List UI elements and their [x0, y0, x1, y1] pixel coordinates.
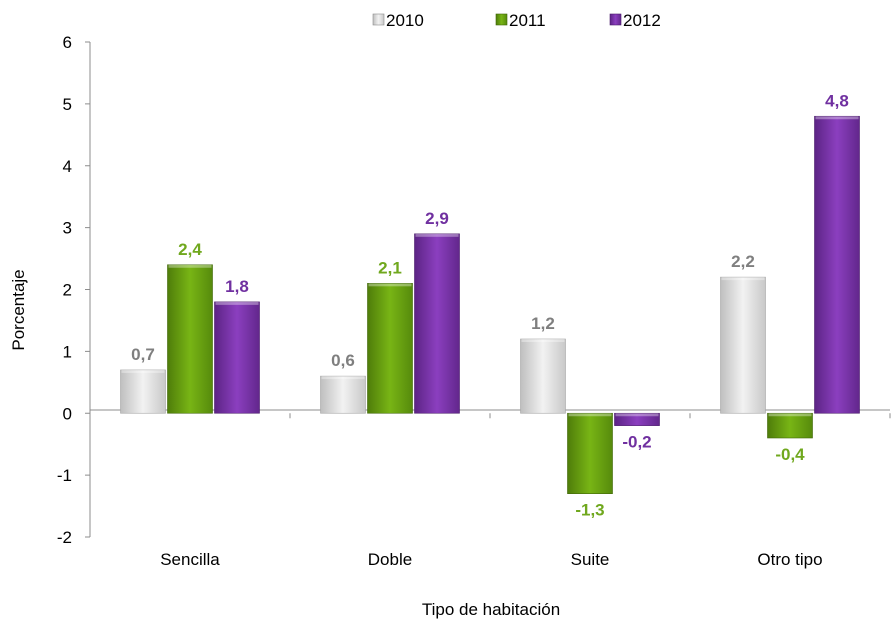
- data-label-2011: -0,4: [775, 445, 805, 464]
- y-axis-ticks: 6 5 4 3 2 1 0 -1 -2: [57, 33, 90, 547]
- legend-label-2012: 2012: [623, 11, 661, 30]
- legend-item-2011: 2011: [495, 11, 546, 30]
- y-tick-label: 5: [63, 95, 72, 114]
- y-tick-label: -2: [57, 528, 72, 547]
- bar-2012-doble: [414, 233, 460, 414]
- bar-highlight: [615, 413, 659, 417]
- data-label-2012: 2,9: [425, 209, 449, 228]
- x-axis-ticks: Sencilla Doble Suite Otro tipo: [89, 413, 891, 569]
- bar-2011-sencilla: [167, 264, 213, 414]
- bar-highlight: [121, 369, 165, 373]
- data-label-2012: -0,2: [622, 433, 651, 452]
- x-tick-label: Otro tipo: [757, 550, 822, 569]
- y-tick-label: 6: [63, 33, 72, 52]
- data-label-2011: -1,3: [575, 501, 604, 520]
- y-tick-label: -1: [57, 466, 72, 485]
- y-axis-title: Porcentaje: [9, 269, 28, 350]
- bar-2010-doble: [320, 375, 366, 414]
- legend-label-2011: 2011: [509, 11, 546, 30]
- x-axis-title: Tipo de habitación: [422, 600, 560, 619]
- data-label-2010: 0,7: [131, 345, 155, 364]
- legend-item-2012: 2012: [609, 11, 661, 30]
- bar-2010-suite: [520, 338, 566, 414]
- x-tick-label: Sencilla: [160, 550, 220, 569]
- data-labels: 0,7 2,4 1,8 0,6 2,1 2,9 1,2 -1,3 -0,2 2,2 -0,4 4,8: [131, 91, 849, 519]
- data-label-2010: 0,6: [331, 351, 355, 370]
- bar-highlight: [321, 376, 365, 380]
- x-tick-label: Doble: [368, 550, 412, 569]
- data-label-2012: 4,8: [825, 91, 849, 110]
- y-tick-label: 1: [63, 342, 72, 361]
- bar-highlight: [768, 413, 812, 417]
- legend-label-2010: 2010: [386, 11, 424, 30]
- legend-swatch-2011: [495, 13, 508, 26]
- bars: [120, 115, 860, 494]
- legend-item-2010: 2010: [372, 11, 424, 30]
- bar-highlight: [215, 301, 259, 305]
- bar-highlight: [815, 116, 859, 120]
- bar-highlight: [521, 339, 565, 342]
- data-label-2010: 1,2: [531, 314, 555, 333]
- bar-highlight: [721, 277, 765, 281]
- bar-2011-suite: [567, 412, 613, 494]
- y-tick-label: 3: [63, 219, 72, 238]
- legend: 2010 2011 2012: [372, 11, 661, 30]
- bar-2012-otro-tipo: [814, 115, 860, 414]
- bar-highlight: [568, 413, 612, 417]
- bar-2011-doble: [367, 283, 413, 414]
- data-label-2012: 1,8: [225, 277, 249, 296]
- bar-highlight: [168, 264, 212, 268]
- legend-swatch-2010: [372, 13, 385, 26]
- bar-highlight: [368, 283, 412, 287]
- y-tick-label: 0: [63, 404, 72, 423]
- x-tick-label: Suite: [571, 550, 610, 569]
- bar-2011-otro-tipo: [767, 412, 813, 439]
- data-label-2010: 2,2: [731, 252, 755, 271]
- legend-swatch-2012: [609, 13, 622, 26]
- bar-highlight: [415, 233, 459, 237]
- data-label-2011: 2,4: [178, 240, 202, 259]
- bar-2012-sencilla: [214, 301, 260, 414]
- data-label-2011: 2,1: [378, 258, 402, 277]
- y-tick-label: 2: [63, 281, 72, 300]
- bar-2010-otro-tipo: [720, 276, 766, 414]
- y-tick-label: 4: [63, 157, 72, 176]
- bar-2012-suite: [614, 412, 660, 426]
- bar-2010-sencilla: [120, 369, 166, 414]
